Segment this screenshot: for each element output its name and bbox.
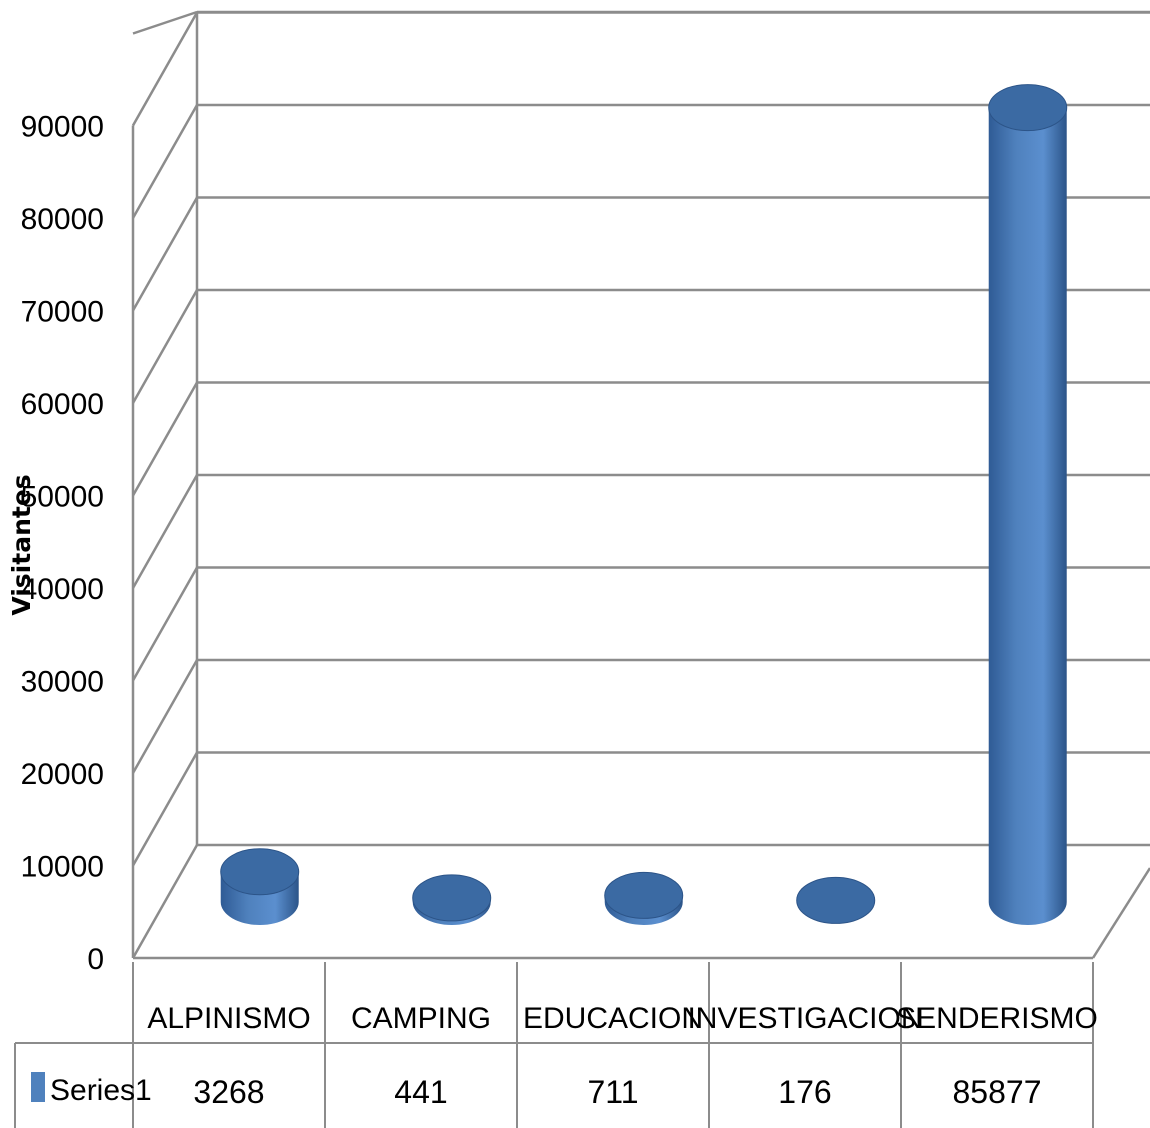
gridline <box>131 381 1150 497</box>
floor-right-edge <box>1091 867 1150 959</box>
chart-floor <box>133 867 1150 960</box>
gridline <box>131 196 1150 312</box>
y-tick-label: 90000 <box>21 111 104 144</box>
gridline <box>131 658 1150 774</box>
data-value: 176 <box>778 1074 831 1110</box>
data-value: 711 <box>587 1074 638 1110</box>
bar-top <box>412 874 492 922</box>
bar-investigacion <box>796 876 876 924</box>
bar-top <box>796 876 876 924</box>
bar-senderismo <box>988 84 1068 925</box>
y-tick-label: 60000 <box>21 388 104 421</box>
category-label: INVESTIGACION <box>687 1002 922 1035</box>
y-tick-label: 30000 <box>21 666 104 699</box>
gridline <box>131 11 1150 127</box>
data-table: ALPINISMO 3268 CAMPING 441 EDUCACION 711 INVES… <box>14 962 1098 1128</box>
bar-alpinismo <box>220 848 300 925</box>
data-value: 85877 <box>953 1074 1042 1110</box>
category-label: CAMPING <box>351 1002 491 1035</box>
y-tick-label: 20000 <box>21 758 104 791</box>
bar-educacion <box>604 871 684 925</box>
legend-label: Series1 <box>50 1074 152 1107</box>
y-tick-label: 10000 <box>21 851 104 884</box>
gridline <box>131 103 1150 219</box>
y-tick-label: 50000 <box>21 481 104 514</box>
gridline <box>131 288 1150 404</box>
category-label: EDUCACION <box>523 1002 703 1035</box>
gridline <box>131 843 1150 959</box>
y-tick-label: 40000 <box>21 573 104 606</box>
bar-top <box>220 848 300 896</box>
gridlines <box>131 11 1150 959</box>
bar-body <box>988 107 1067 925</box>
legend-key <box>31 1072 45 1102</box>
gridline <box>131 473 1150 589</box>
data-value: 441 <box>394 1074 447 1110</box>
y-tick-labels: 0 10000 20000 30000 40000 50000 60000 70000 8000… <box>21 111 104 977</box>
gridline <box>131 751 1150 867</box>
bar-top <box>604 871 684 919</box>
y-tick-label: 0 <box>87 943 104 976</box>
y-axis-title: Visitantes <box>7 474 36 615</box>
y-tick-label: 70000 <box>21 296 104 329</box>
bars <box>220 84 1068 925</box>
category-label: ALPINISMO <box>147 1002 310 1035</box>
category-label: SENDERISMO <box>896 1002 1098 1035</box>
y-tick-label: 80000 <box>21 203 104 236</box>
bar-camping <box>412 874 492 925</box>
wall-top-diagonal <box>132 10 198 35</box>
gridline <box>131 566 1150 682</box>
bar-top <box>988 84 1068 132</box>
data-value: 3268 <box>193 1074 264 1110</box>
